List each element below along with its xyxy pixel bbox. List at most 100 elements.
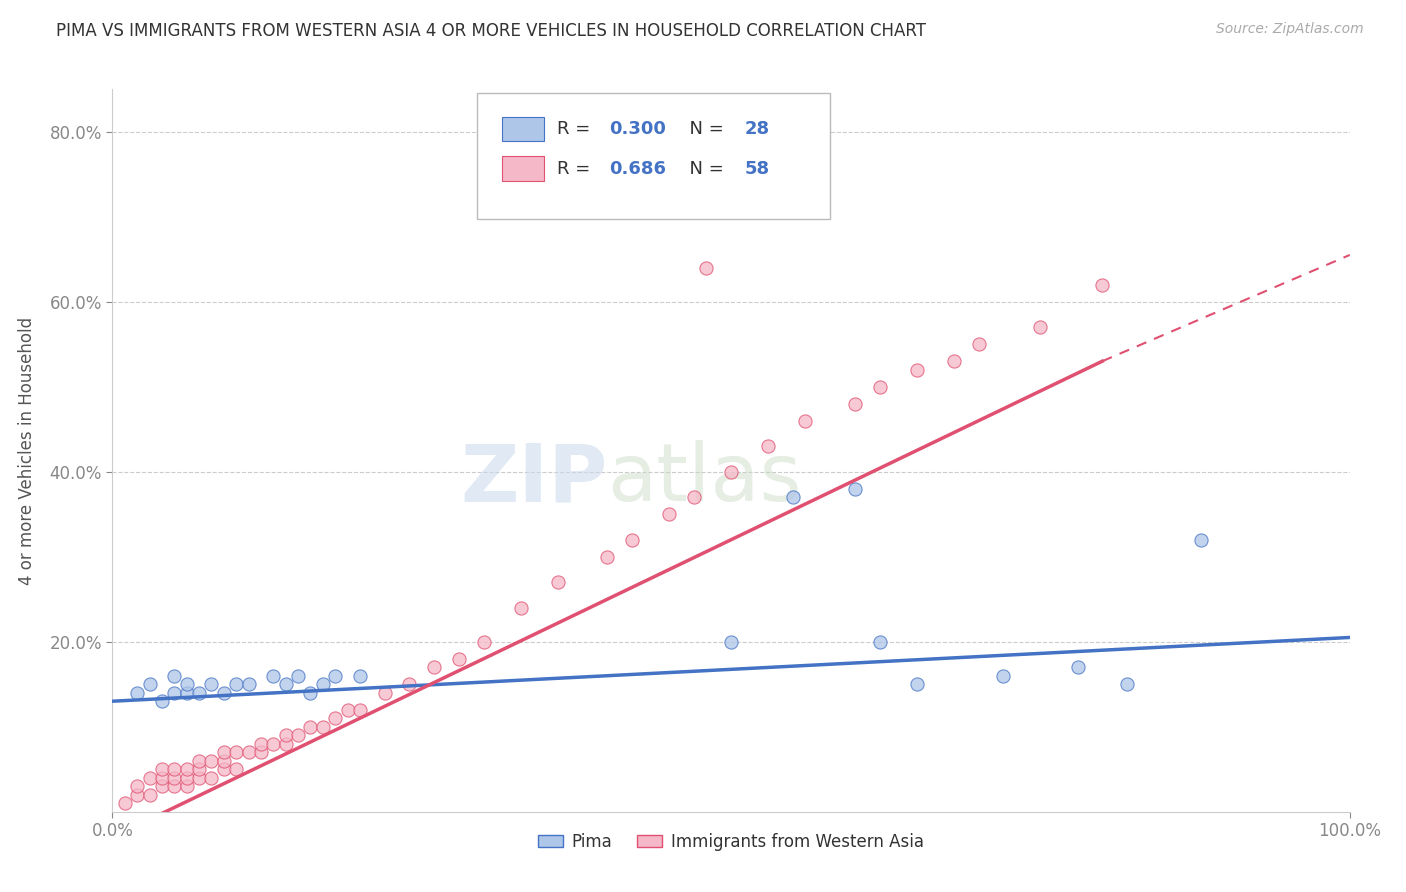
- Point: [138, 677, 160, 691]
- Point: [336, 703, 359, 717]
- Point: [967, 337, 990, 351]
- Point: [225, 745, 247, 759]
- Text: 58: 58: [745, 160, 770, 178]
- Point: [127, 788, 149, 802]
- Text: atlas: atlas: [607, 441, 801, 518]
- Point: [472, 634, 495, 648]
- Y-axis label: 4 or more Vehicles in Household: 4 or more Vehicles in Household: [18, 317, 35, 584]
- Text: 28: 28: [745, 120, 770, 138]
- Point: [596, 549, 619, 564]
- Text: 0.300: 0.300: [609, 120, 665, 138]
- Point: [163, 779, 186, 793]
- Text: R =: R =: [557, 160, 596, 178]
- Point: [869, 634, 891, 648]
- Point: [299, 720, 322, 734]
- Point: [176, 677, 198, 691]
- Point: [262, 737, 284, 751]
- Text: Source: ZipAtlas.com: Source: ZipAtlas.com: [1216, 22, 1364, 37]
- Point: [993, 669, 1015, 683]
- Point: [188, 762, 211, 776]
- Point: [312, 677, 335, 691]
- Point: [176, 762, 198, 776]
- Point: [225, 677, 247, 691]
- Point: [547, 575, 569, 590]
- Point: [238, 677, 260, 691]
- Point: [782, 490, 804, 504]
- Point: [323, 711, 346, 725]
- Text: ZIP: ZIP: [460, 441, 607, 518]
- Legend: Pima, Immigrants from Western Asia: Pima, Immigrants from Western Asia: [531, 826, 931, 857]
- Point: [1091, 277, 1114, 292]
- Point: [200, 677, 222, 691]
- Point: [163, 762, 186, 776]
- Point: [176, 779, 198, 793]
- Point: [312, 720, 335, 734]
- Point: [238, 745, 260, 759]
- Point: [423, 660, 446, 674]
- Text: N =: N =: [678, 120, 730, 138]
- Point: [794, 414, 817, 428]
- Point: [287, 669, 309, 683]
- Point: [658, 507, 681, 521]
- Point: [212, 745, 235, 759]
- Point: [447, 651, 470, 665]
- Point: [942, 354, 965, 368]
- Point: [1189, 533, 1212, 547]
- Point: [1066, 660, 1088, 674]
- Point: [163, 771, 186, 785]
- Point: [150, 771, 173, 785]
- Point: [905, 677, 928, 691]
- Point: [250, 737, 273, 751]
- Point: [163, 686, 186, 700]
- Point: [756, 439, 779, 453]
- Point: [398, 677, 420, 691]
- Point: [150, 779, 173, 793]
- Text: 0.686: 0.686: [609, 160, 665, 178]
- Point: [150, 694, 173, 708]
- Point: [905, 362, 928, 376]
- Point: [274, 737, 297, 751]
- Text: N =: N =: [678, 160, 730, 178]
- Point: [200, 754, 222, 768]
- Point: [212, 762, 235, 776]
- Point: [163, 669, 186, 683]
- FancyBboxPatch shape: [502, 156, 544, 181]
- Point: [349, 703, 371, 717]
- Point: [225, 762, 247, 776]
- Point: [621, 533, 644, 547]
- Point: [844, 482, 866, 496]
- Point: [138, 788, 160, 802]
- Point: [1029, 320, 1052, 334]
- Point: [188, 771, 211, 785]
- Point: [720, 465, 742, 479]
- Point: [212, 754, 235, 768]
- Point: [299, 686, 322, 700]
- Point: [374, 686, 396, 700]
- Point: [274, 728, 297, 742]
- Point: [1116, 677, 1139, 691]
- FancyBboxPatch shape: [502, 117, 544, 141]
- Text: PIMA VS IMMIGRANTS FROM WESTERN ASIA 4 OR MORE VEHICLES IN HOUSEHOLD CORRELATION: PIMA VS IMMIGRANTS FROM WESTERN ASIA 4 O…: [56, 22, 927, 40]
- FancyBboxPatch shape: [478, 93, 830, 219]
- Point: [150, 762, 173, 776]
- Point: [323, 669, 346, 683]
- Text: R =: R =: [557, 120, 596, 138]
- Point: [250, 745, 273, 759]
- Point: [844, 397, 866, 411]
- Point: [138, 771, 160, 785]
- Point: [287, 728, 309, 742]
- Point: [869, 380, 891, 394]
- Point: [127, 686, 149, 700]
- Point: [349, 669, 371, 683]
- Point: [176, 771, 198, 785]
- Point: [200, 771, 222, 785]
- Point: [176, 686, 198, 700]
- Point: [274, 677, 297, 691]
- Point: [212, 686, 235, 700]
- Point: [509, 600, 531, 615]
- Point: [262, 669, 284, 683]
- Point: [695, 260, 717, 275]
- Point: [188, 686, 211, 700]
- Point: [683, 490, 706, 504]
- Point: [188, 754, 211, 768]
